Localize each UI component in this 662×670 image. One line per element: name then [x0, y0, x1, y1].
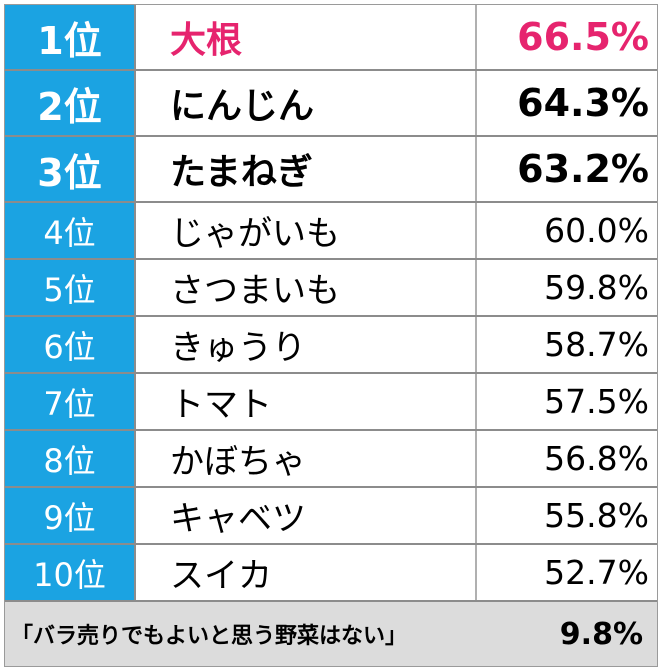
rank-cell: 4位 — [5, 203, 136, 258]
table-row: 9位 キャベツ 55.8% — [5, 488, 657, 545]
percent-value: 56.8% — [544, 439, 649, 478]
percent-value: 58.7% — [544, 325, 649, 364]
rank-cell: 7位 — [5, 374, 136, 429]
rank-cell: 9位 — [5, 488, 136, 543]
percent-value: 64.3% — [517, 81, 649, 125]
vegetable-name: たまねぎ — [136, 137, 477, 201]
table-row: 7位 トマト 57.5% — [5, 374, 657, 431]
percent-value: 55.8% — [544, 496, 649, 535]
table-row: 5位 さつまいも 59.8% — [5, 260, 657, 317]
percent-value: 59.8% — [544, 268, 649, 307]
table-row: 2位 にんじん 64.3% — [5, 71, 657, 137]
vegetable-name: 大根 — [136, 5, 477, 69]
percent-value: 52.7% — [544, 553, 649, 592]
table-row: 3位 たまねぎ 63.2% — [5, 137, 657, 203]
table-row: 1位 大根 66.5% — [5, 5, 657, 71]
table-row: 6位 きゅうり 58.7% — [5, 317, 657, 374]
vegetable-name: スイカ — [136, 545, 477, 600]
percent-value: 60.0% — [544, 211, 649, 250]
vegetable-name: じゃがいも — [136, 203, 477, 258]
vegetable-name: かぼちゃ — [136, 431, 477, 486]
vegetable-name: さつまいも — [136, 260, 477, 315]
vegetable-name: にんじん — [136, 71, 477, 135]
table-row: 8位 かぼちゃ 56.8% — [5, 431, 657, 488]
footer-percent: 9.8% — [559, 616, 643, 652]
ranking-table: 1位 大根 66.5% 2位 にんじん 64.3% 3位 たまねぎ 63.2% … — [4, 4, 658, 667]
table-row: 10位 スイカ 52.7% — [5, 545, 657, 602]
rank-cell: 8位 — [5, 431, 136, 486]
rank-cell: 2位 — [5, 71, 136, 135]
table-row: 4位 じゃがいも 60.0% — [5, 203, 657, 260]
footer-label: 「バラ売りでもよいと思う野菜はない」 — [11, 624, 408, 649]
rank-cell: 3位 — [5, 137, 136, 201]
rank-cell: 1位 — [5, 5, 136, 69]
rank-cell: 10位 — [5, 545, 136, 600]
percent-value: 66.5% — [517, 15, 649, 59]
footer-row: 「バラ売りでもよいと思う野菜はない」 9.8% — [5, 602, 657, 666]
vegetable-name: キャベツ — [136, 488, 477, 543]
vegetable-name: きゅうり — [136, 317, 477, 372]
rank-cell: 6位 — [5, 317, 136, 372]
rank-cell: 5位 — [5, 260, 136, 315]
vegetable-name: トマト — [136, 374, 477, 429]
percent-value: 63.2% — [517, 147, 649, 191]
percent-value: 57.5% — [544, 382, 649, 421]
